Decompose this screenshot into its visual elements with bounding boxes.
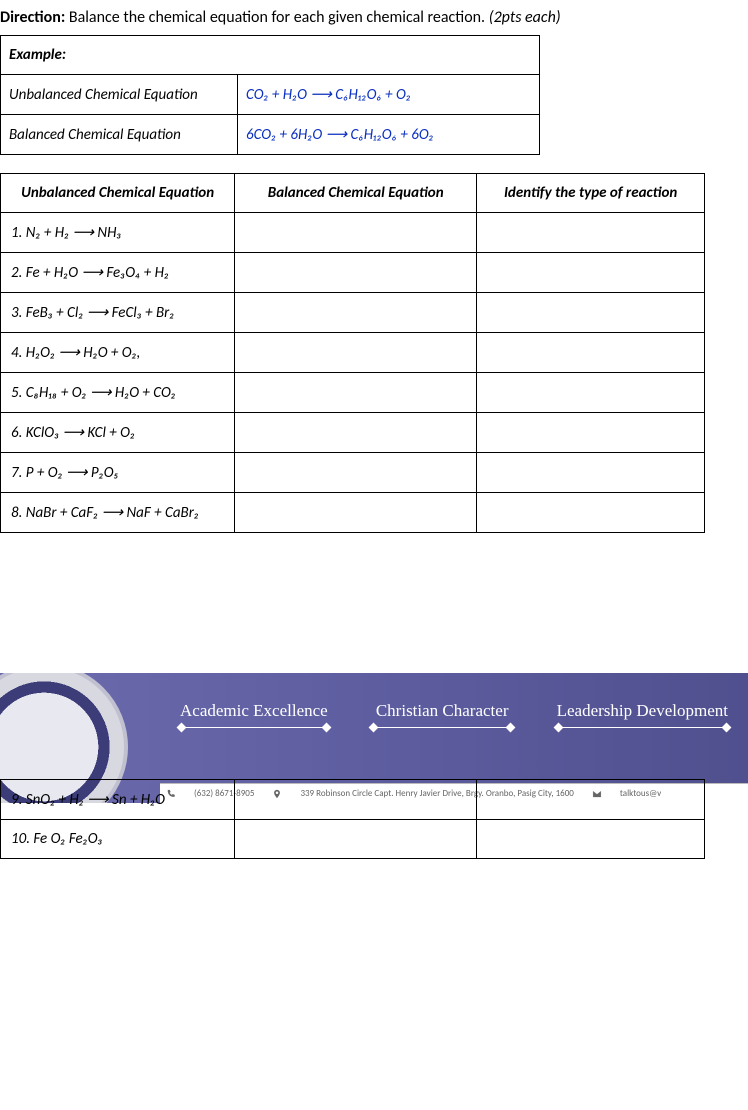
example-unbalanced-label: Unbalanced Chemical Equation [1, 75, 238, 115]
example-balanced-label: Balanced Chemical Equation [1, 115, 238, 155]
example-balanced-eq: 6CO₂ + 6H₂O ⟶ C₆H₁₂O₆ + 6O₂ [238, 115, 540, 155]
example-heading: Example: [1, 36, 540, 75]
type-cell[interactable] [477, 780, 705, 820]
worksheet-table-continued: 9. SnO₂ + H₂ ⟶ Sn + H₂O 10. Fe O₂ Fe₂O₃ [0, 779, 705, 859]
balanced-cell[interactable] [235, 373, 477, 413]
direction-line: Direction: Balance the chemical equation… [0, 0, 748, 35]
type-cell[interactable] [477, 453, 705, 493]
equation-cell: 7. P + O₂ ⟶ P₂O₅ [1, 453, 235, 493]
type-cell[interactable] [477, 253, 705, 293]
table-row: 3. FeB₃ + Cl₂ ⟶ FeCl₃ + Br₂ [1, 293, 705, 333]
pillar-label: Christian Character [372, 701, 512, 721]
equation-cell: 8. NaBr + CaF₂ ⟶ NaF + CaBr₂ [1, 493, 235, 533]
balanced-cell[interactable] [235, 493, 477, 533]
balanced-cell[interactable] [235, 453, 477, 493]
equation-cell: 6. KClO₃ ⟶ KCl + O₂ [1, 413, 235, 453]
table-row: 2. Fe + H₂O ⟶ Fe₃O₄ + H₂ [1, 253, 705, 293]
balanced-cell[interactable] [235, 333, 477, 373]
table-row: 5. C₈H₁₈ + O₂ ⟶ H₂O + CO₂ [1, 373, 705, 413]
type-cell[interactable] [477, 293, 705, 333]
table-row: 1. N₂ + H₂ ⟶ NH₃ [1, 213, 705, 253]
example-table: Example: Unbalanced Chemical Equation CO… [0, 35, 540, 155]
example-unbalanced-eq: CO₂ + H₂O ⟶ C₆H₁₂O₆ + O₂ [238, 75, 540, 115]
pillar-leadership: Leadership Development [557, 701, 728, 728]
pillar-row: Academic Excellence Christian Character … [180, 701, 748, 728]
type-cell[interactable] [477, 333, 705, 373]
balanced-cell[interactable] [235, 780, 477, 820]
equation-cell: 9. SnO₂ + H₂ ⟶ Sn + H₂O [1, 780, 235, 820]
type-cell[interactable] [477, 213, 705, 253]
table-row: 7. P + O₂ ⟶ P₂O₅ [1, 453, 705, 493]
pillar-label: Academic Excellence [180, 701, 328, 721]
table-row: 9. SnO₂ + H₂ ⟶ Sn + H₂O [1, 780, 705, 820]
table-row: 6. KClO₃ ⟶ KCl + O₂ [1, 413, 705, 453]
type-cell[interactable] [477, 413, 705, 453]
direction-text: Balance the chemical equation for each g… [69, 8, 485, 27]
worksheet-header-2: Balanced Chemical Equation [235, 174, 477, 213]
worksheet-table: Unbalanced Chemical Equation Balanced Ch… [0, 173, 705, 533]
worksheet-header-1: Unbalanced Chemical Equation [1, 174, 235, 213]
equation-cell: 2. Fe + H₂O ⟶ Fe₃O₄ + H₂ [1, 253, 235, 293]
balanced-cell[interactable] [235, 213, 477, 253]
type-cell[interactable] [477, 493, 705, 533]
equation-cell: 10. Fe O₂ Fe₂O₃ [1, 820, 235, 859]
equation-cell: 1. N₂ + H₂ ⟶ NH₃ [1, 213, 235, 253]
equation-cell: 4. H₂O₂ ⟶ H₂O + O₂, [1, 333, 235, 373]
balanced-cell[interactable] [235, 253, 477, 293]
pillar-label: Leadership Development [557, 701, 728, 721]
direction-label: Direction: [0, 8, 65, 27]
type-cell[interactable] [477, 373, 705, 413]
direction-points: (2pts each) [489, 8, 561, 27]
equation-cell: 5. C₈H₁₈ + O₂ ⟶ H₂O + CO₂ [1, 373, 235, 413]
type-cell[interactable] [477, 820, 705, 859]
pillar-christian: Christian Character [372, 701, 512, 728]
equation-cell: 3. FeB₃ + Cl₂ ⟶ FeCl₃ + Br₂ [1, 293, 235, 333]
divider-icon [180, 727, 328, 728]
table-row: 10. Fe O₂ Fe₂O₃ [1, 820, 705, 859]
worksheet-header-3: Identify the type of reaction [477, 174, 705, 213]
divider-icon [372, 727, 512, 728]
pillar-academic: Academic Excellence [180, 701, 328, 728]
table-row: 8. NaBr + CaF₂ ⟶ NaF + CaBr₂ [1, 493, 705, 533]
divider-icon [557, 727, 728, 728]
table-row: 4. H₂O₂ ⟶ H₂O + O₂, [1, 333, 705, 373]
balanced-cell[interactable] [235, 413, 477, 453]
balanced-cell[interactable] [235, 293, 477, 333]
balanced-cell[interactable] [235, 820, 477, 859]
